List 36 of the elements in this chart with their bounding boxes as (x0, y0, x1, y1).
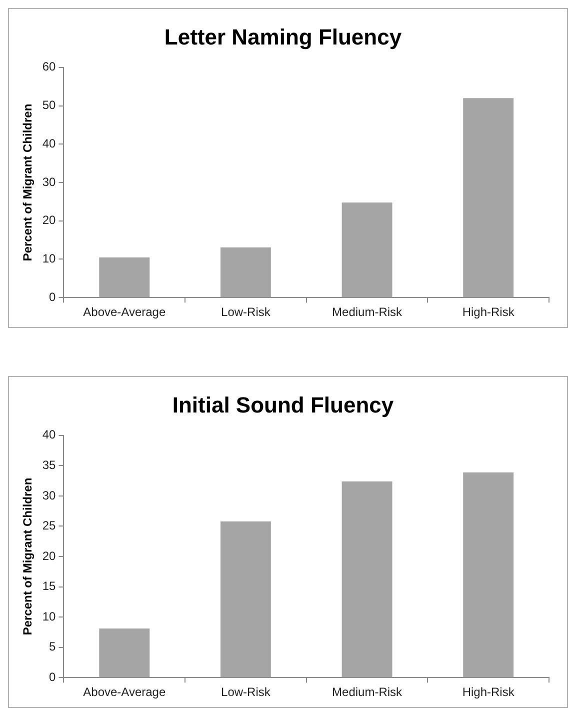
x-tick-label: High-Risk (462, 305, 516, 320)
y-tick-label: 40 (42, 428, 56, 442)
y-tick-label: 40 (42, 136, 56, 150)
bar (463, 472, 514, 678)
y-tick-label: 0 (49, 290, 56, 304)
bar (220, 521, 271, 678)
y-tick-label: 30 (42, 174, 56, 189)
x-tick-label: Medium-Risk (332, 685, 404, 700)
bar (99, 628, 150, 678)
x-tick-label: High-Risk (462, 685, 516, 700)
y-tick-label: 60 (42, 60, 56, 74)
chart-title: Letter Naming Fluency (164, 24, 402, 50)
bar (99, 257, 150, 298)
x-tick-label: Medium-Risk (332, 305, 404, 320)
bar (342, 481, 392, 678)
y-tick-label: 30 (42, 488, 56, 502)
y-tick-label: 35 (42, 458, 56, 472)
y-axis-title: Percent of Migrant Children (20, 478, 35, 636)
x-tick-label: Above-Average (83, 685, 166, 700)
y-axis-title: Percent of Migrant Children (20, 104, 35, 262)
bar (463, 98, 514, 298)
y-tick-label: 20 (42, 213, 56, 228)
bar (342, 202, 392, 298)
y-tick-label: 0 (49, 670, 56, 684)
y-tick-label: 25 (42, 518, 56, 533)
bar (220, 247, 271, 298)
y-tick-label: 50 (42, 98, 56, 112)
x-tick-label: Above-Average (83, 305, 166, 320)
y-tick-label: 10 (42, 609, 56, 624)
y-tick-label: 10 (42, 252, 56, 266)
y-tick-label: 5 (49, 640, 56, 654)
y-tick-label: 15 (42, 579, 56, 594)
y-tick-label: 20 (42, 548, 56, 563)
chart-title: Initial Sound Fluency (172, 392, 394, 418)
x-tick-label: Low-Risk (221, 685, 272, 700)
x-tick-label: Low-Risk (221, 305, 272, 320)
